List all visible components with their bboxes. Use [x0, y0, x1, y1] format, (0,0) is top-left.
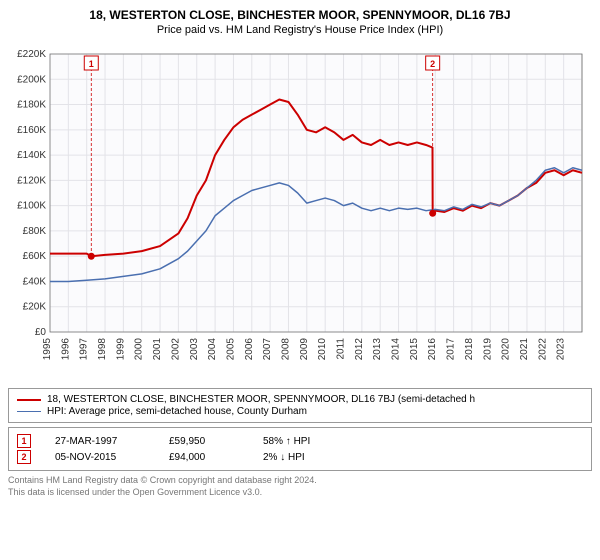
chart-title: 18, WESTERTON CLOSE, BINCHESTER MOOR, SP…: [8, 8, 592, 22]
svg-text:£220K: £220K: [17, 49, 46, 60]
svg-text:£160K: £160K: [17, 125, 46, 136]
legend-swatch: [17, 411, 41, 413]
chart-subtitle: Price paid vs. HM Land Registry's House …: [8, 24, 592, 36]
svg-text:£180K: £180K: [17, 100, 46, 111]
legend-label: 18, WESTERTON CLOSE, BINCHESTER MOOR, SP…: [47, 394, 475, 405]
legend-box: 18, WESTERTON CLOSE, BINCHESTER MOOR, SP…: [8, 388, 592, 423]
line-chart: £0 £20K £40K £60K £80K £100K £120K £140K £160K £1…: [8, 44, 592, 384]
svg-text:2004: 2004: [207, 338, 218, 361]
annotation-row: 2 05-NOV-2015 £94,000 2% ↓ HPI: [17, 450, 583, 464]
svg-text:1995: 1995: [42, 338, 53, 361]
annotation-row: 1 27-MAR-1997 £59,950 58% ↑ HPI: [17, 434, 583, 448]
svg-text:£140K: £140K: [17, 150, 46, 161]
svg-text:2010: 2010: [317, 338, 328, 361]
svg-text:2002: 2002: [170, 338, 181, 361]
annotation-date: 05-NOV-2015: [55, 452, 145, 463]
svg-text:2003: 2003: [189, 338, 200, 361]
svg-text:2009: 2009: [299, 338, 310, 361]
svg-text:2013: 2013: [372, 338, 383, 361]
legend-swatch: [17, 399, 41, 401]
svg-text:2008: 2008: [280, 338, 291, 361]
svg-text:1998: 1998: [97, 338, 108, 361]
legend-label: HPI: Average price, semi-detached house,…: [47, 406, 307, 417]
svg-text:1996: 1996: [60, 338, 71, 361]
annotation-number: 1: [17, 434, 31, 448]
svg-text:£40K: £40K: [23, 276, 47, 287]
svg-text:£100K: £100K: [17, 201, 46, 212]
annotation-delta: 58% ↑ HPI: [263, 436, 310, 447]
svg-text:2012: 2012: [354, 338, 365, 361]
svg-text:2014: 2014: [391, 338, 402, 361]
svg-text:2005: 2005: [225, 338, 236, 361]
footer-line-1: Contains HM Land Registry data © Crown c…: [8, 475, 592, 487]
annotation-box: 1 27-MAR-1997 £59,950 58% ↑ HPI 2 05-NOV-2015…: [8, 427, 592, 471]
svg-text:2000: 2000: [134, 338, 145, 361]
svg-text:2022: 2022: [537, 338, 548, 361]
annotation-price: £59,950: [169, 436, 239, 447]
svg-text:2017: 2017: [446, 338, 457, 361]
svg-text:2021: 2021: [519, 338, 530, 361]
annotation-number: 2: [17, 450, 31, 464]
annotation-delta: 2% ↓ HPI: [263, 452, 305, 463]
svg-text:£120K: £120K: [17, 175, 46, 186]
legend-item: HPI: Average price, semi-detached house,…: [17, 406, 583, 417]
annotation-price: £94,000: [169, 452, 239, 463]
svg-text:2001: 2001: [152, 338, 163, 361]
svg-text:£60K: £60K: [23, 251, 47, 262]
legend-item: 18, WESTERTON CLOSE, BINCHESTER MOOR, SP…: [17, 394, 583, 405]
svg-text:2: 2: [430, 59, 435, 69]
svg-text:£80K: £80K: [23, 226, 47, 237]
svg-text:2020: 2020: [501, 338, 512, 361]
svg-text:2011: 2011: [336, 338, 347, 360]
svg-text:2016: 2016: [427, 338, 438, 361]
svg-text:2015: 2015: [409, 338, 420, 361]
footer-line-2: This data is licensed under the Open Gov…: [8, 487, 592, 499]
svg-text:2006: 2006: [244, 338, 255, 361]
svg-text:1: 1: [89, 59, 94, 69]
svg-text:£20K: £20K: [23, 302, 47, 313]
svg-text:1999: 1999: [115, 338, 126, 361]
svg-text:2019: 2019: [482, 338, 493, 361]
svg-text:£200K: £200K: [17, 74, 46, 85]
annotation-date: 27-MAR-1997: [55, 436, 145, 447]
svg-text:2023: 2023: [556, 338, 567, 361]
svg-text:1997: 1997: [79, 338, 90, 361]
footer-attribution: Contains HM Land Registry data © Crown c…: [8, 475, 592, 498]
chart-container: £0 £20K £40K £60K £80K £100K £120K £140K £160K £1…: [8, 44, 592, 384]
svg-text:2007: 2007: [262, 338, 273, 361]
svg-text:£0: £0: [35, 327, 47, 338]
svg-text:2018: 2018: [464, 338, 475, 361]
